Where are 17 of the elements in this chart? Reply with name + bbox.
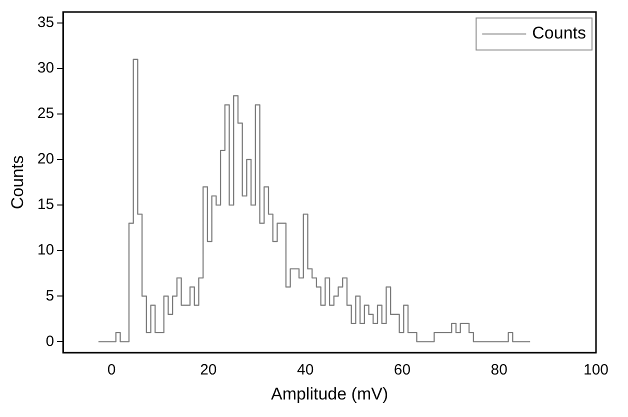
x-tick-label: 100	[583, 362, 609, 379]
y-tick-label: 35	[37, 14, 54, 32]
y-tick-label: 25	[37, 105, 54, 122]
x-tick-label: 80	[490, 362, 508, 379]
x-tick-label: 60	[394, 362, 411, 379]
y-tick-label: 5	[46, 287, 54, 304]
y-tick-label: 10	[37, 242, 54, 259]
x-tick-label: 20	[200, 362, 217, 379]
y-tick-label: 0	[46, 332, 54, 350]
y-tick-label: 15	[37, 196, 54, 214]
y-tick-label: 20	[37, 150, 54, 168]
y-axis-title: Counts	[8, 155, 27, 210]
legend-label: Counts	[532, 24, 586, 43]
y-tick-label: 30	[37, 60, 54, 77]
x-tick-label: 0	[107, 362, 116, 379]
x-axis-title: Amplitude (mV)	[270, 384, 388, 404]
x-tick-label: 40	[296, 362, 314, 379]
